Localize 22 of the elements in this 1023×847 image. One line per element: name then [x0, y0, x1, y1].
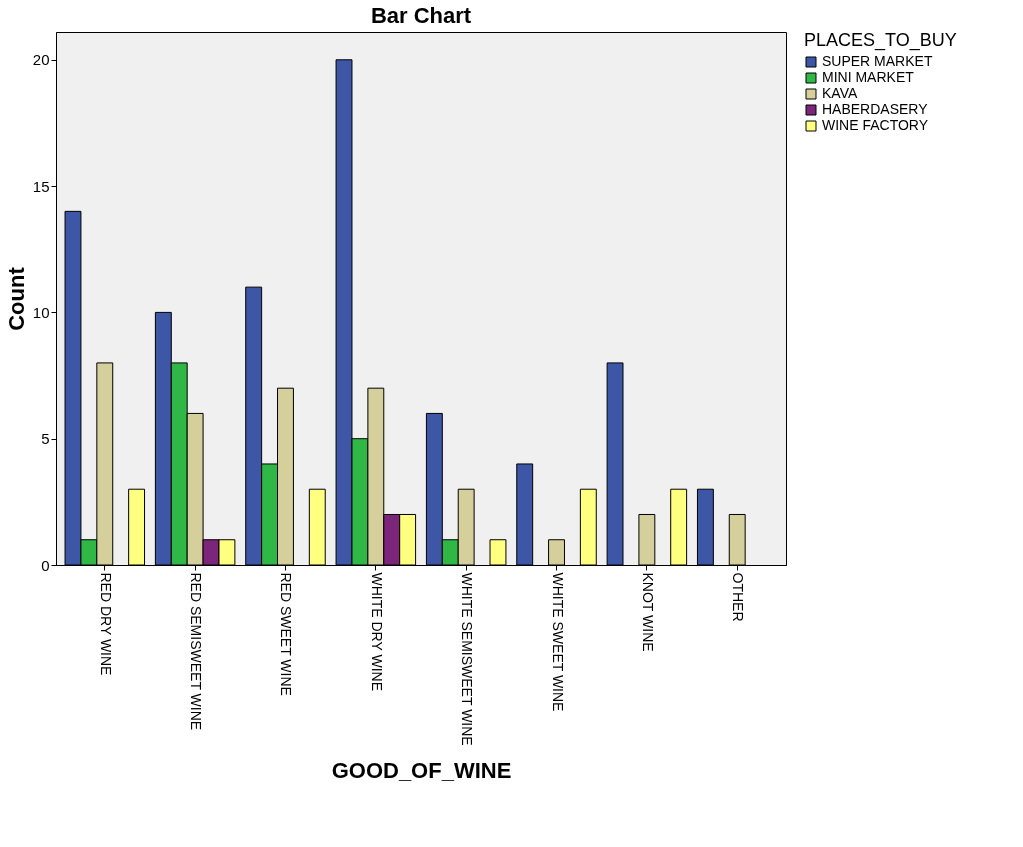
y-tick-label: 5 — [41, 430, 50, 448]
legend-label: HABERDASERY — [822, 101, 929, 117]
legend-label: KAVA — [822, 85, 858, 101]
x-tick-label: OTHER — [730, 572, 747, 622]
legend-label: WINE FACTORY — [822, 117, 929, 133]
y-axis-title: Count — [3, 266, 29, 331]
chart-title: Bar Chart — [370, 3, 472, 28]
x-tick-label: RED SWEET WINE — [278, 572, 295, 696]
x-tick-label: WHITE SWEET WINE — [549, 572, 566, 712]
legend-label: MINI MARKET — [822, 69, 915, 85]
x-tick-label: KNOT WINE — [639, 572, 656, 652]
x-axis-title: GOOD_OF_WINE — [331, 757, 512, 783]
y-tick-label: 15 — [32, 177, 50, 195]
x-tick-label: RED DRY WINE — [97, 572, 114, 676]
y-tick-label: 10 — [32, 303, 50, 321]
legend-label: SUPER MARKET — [822, 53, 933, 69]
legend-title: PLACES_TO_BUY — [804, 30, 957, 51]
y-tick-label: 0 — [41, 556, 50, 574]
x-tick-label: RED SEMISWEET WINE — [188, 572, 205, 731]
y-tick-label: 20 — [32, 51, 50, 69]
x-tick-label: WHITE SEMISWEET WINE — [459, 572, 476, 746]
x-tick-label: WHITE DRY WINE — [368, 572, 385, 691]
